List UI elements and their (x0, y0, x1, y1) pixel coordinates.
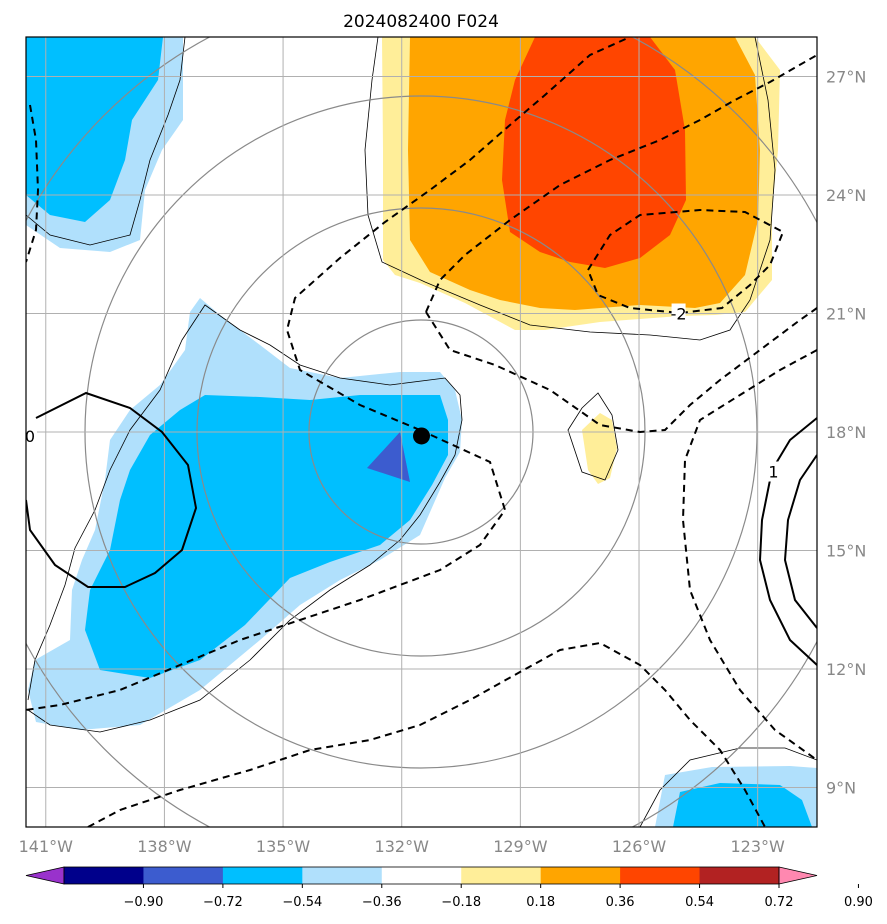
colorbar-label: 0.36 (606, 895, 635, 910)
light-yellow-region-small (582, 413, 617, 484)
colorbar-segment (64, 867, 144, 884)
colorbar-segment (143, 867, 224, 884)
contour-label-bg (26, 425, 37, 446)
colorbar-segment (461, 867, 542, 884)
blue-region-central (85, 395, 448, 678)
lat-tick-label: 12°N (826, 660, 866, 679)
solid-contour-east-inner (783, 454, 817, 629)
solid-contour-east-outer (758, 417, 817, 666)
map-title: 2024082400 F024 (343, 12, 499, 32)
storm-center-marker (413, 427, 430, 445)
dashed-contour-2 (425, 307, 817, 434)
colorbar-label: −0.90 (124, 895, 164, 910)
lon-tick-label: 129°W (493, 837, 548, 856)
blue-region-nw (26, 37, 163, 222)
colorbar-segment (222, 867, 303, 884)
contour-label: -2 (671, 305, 687, 324)
map-frame (25, 36, 818, 828)
lat-tick-label: 21°N (826, 305, 866, 324)
dashed-contour-south (87, 641, 766, 827)
colorbar-label: 0.18 (526, 895, 555, 910)
colorbar-segment (620, 867, 701, 884)
lon-tick-label: 126°W (612, 837, 667, 856)
colorbar-segment (381, 867, 462, 884)
dashed-contour-east (681, 349, 817, 761)
contour-label: 0 (25, 427, 35, 446)
dashed-contour-loop-inner (26, 429, 507, 711)
field-outlines (26, 37, 817, 827)
colorbar-label: 0.90 (844, 895, 873, 910)
colorbar-extend-low (25, 866, 65, 885)
red-orange-region-ne (502, 37, 686, 268)
colorbar-extend-high (778, 866, 818, 885)
storm-center-dot (413, 427, 430, 445)
contour-label-bg (766, 461, 781, 482)
lon-tick-label: 141°W (19, 837, 74, 856)
lat-tick-label: 9°N (826, 779, 856, 798)
colorbar-segment (699, 867, 780, 884)
axis-ticks: 141°W 138°W 135°W 132°W 129°W 126°W 123°W9°N12… (19, 68, 867, 857)
lat-tick-label: 18°N (826, 423, 866, 442)
dashed-contours (26, 37, 817, 827)
colorbar-label: 0.54 (685, 895, 714, 910)
outline-nw (26, 37, 186, 246)
colorbar: −0.90 −0.72 −0.54 −0.36 −0.18 0.18 0.36 0.54 0.7… (25, 866, 873, 910)
solid-contours (26, 391, 817, 666)
lon-tick-label: 123°W (730, 837, 785, 856)
solid-contour-zero-west (26, 391, 198, 588)
lon-tick-label: 138°W (137, 837, 192, 856)
colorbar-frame (63, 866, 780, 885)
lat-tick-label: 27°N (826, 68, 866, 87)
outline-se (639, 747, 817, 827)
contour-label: 1 (768, 463, 778, 482)
map-plot-area: -2 0 1 (25, 37, 817, 827)
shaded-field (26, 37, 817, 827)
outline-ne (364, 37, 776, 341)
colorbar-label: 0.72 (765, 895, 794, 910)
colorbar-label: −0.36 (362, 895, 402, 910)
blue-region-se (673, 783, 812, 827)
lon-tick-label: 135°W (256, 837, 311, 856)
lat-tick-label: 24°N (826, 186, 866, 205)
colorbar-segment (302, 867, 383, 884)
colorbar-label: −0.54 (282, 895, 322, 910)
royal-blue-region (367, 432, 410, 482)
lat-tick-label: 15°N (826, 542, 866, 561)
dashed-contour-minus2-loop (586, 208, 785, 315)
dashed-contour-loop-upper (285, 37, 631, 431)
dashed-contour-west (26, 104, 40, 263)
contour-labels: -2 0 1 (25, 303, 781, 482)
outline-central (27, 304, 463, 733)
colorbar-label: −0.72 (203, 895, 243, 910)
lon-tick-label: 132°W (375, 837, 430, 856)
colorbar-segment (540, 867, 621, 884)
dashed-contour-2-upper (425, 54, 817, 313)
contour-label-bg (671, 303, 686, 324)
colorbar-label: −0.18 (441, 895, 481, 910)
